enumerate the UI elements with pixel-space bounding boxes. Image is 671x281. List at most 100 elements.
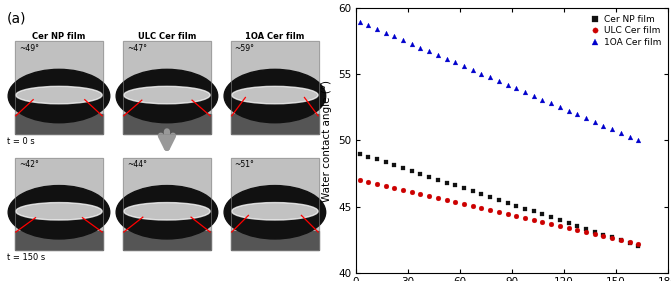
Ellipse shape — [123, 203, 210, 220]
Cer NP film — [486, 195, 494, 199]
ULC Cer film — [356, 178, 364, 182]
1OA Cer film — [625, 135, 633, 139]
ULC Cer film — [582, 230, 590, 233]
1OA Cer film — [469, 68, 477, 72]
Text: ULC Cer film: ULC Cer film — [138, 32, 196, 41]
1OA Cer film — [452, 61, 460, 64]
Ellipse shape — [231, 86, 318, 104]
Bar — [231, 42, 319, 114]
Bar — [231, 42, 319, 134]
1OA Cer film — [443, 57, 451, 60]
ULC Cer film — [625, 240, 633, 243]
Ellipse shape — [116, 69, 217, 123]
Bar — [231, 231, 319, 250]
ULC Cer film — [599, 234, 607, 237]
1OA Cer film — [460, 65, 468, 68]
1OA Cer film — [608, 128, 616, 131]
ULC Cer film — [590, 232, 599, 235]
1OA Cer film — [425, 50, 433, 53]
ULC Cer film — [434, 196, 442, 200]
ULC Cer film — [556, 224, 564, 227]
Text: (a): (a) — [7, 11, 26, 25]
1OA Cer film — [521, 90, 529, 94]
1OA Cer film — [582, 117, 590, 120]
Y-axis label: Water contact angle (°): Water contact angle (°) — [322, 80, 332, 201]
1OA Cer film — [495, 79, 503, 83]
1OA Cer film — [364, 24, 372, 27]
ULC Cer film — [538, 220, 546, 223]
Text: 1OA Cer film: 1OA Cer film — [245, 32, 305, 41]
1OA Cer film — [634, 139, 642, 142]
Ellipse shape — [16, 203, 102, 220]
1OA Cer film — [529, 94, 537, 98]
ULC Cer film — [391, 186, 399, 190]
ULC Cer film — [564, 226, 572, 229]
ULC Cer film — [486, 208, 494, 212]
1OA Cer film — [573, 113, 581, 116]
Text: ~44°: ~44° — [127, 160, 147, 169]
Text: t = 0 s: t = 0 s — [7, 137, 34, 146]
1OA Cer film — [391, 35, 399, 38]
Text: ~42°: ~42° — [19, 160, 39, 169]
ULC Cer film — [512, 214, 520, 217]
1OA Cer film — [434, 53, 442, 57]
1OA Cer film — [547, 102, 555, 105]
ULC Cer film — [503, 212, 511, 216]
Bar — [231, 158, 319, 250]
Bar — [15, 42, 103, 114]
ULC Cer film — [469, 204, 477, 208]
ULC Cer film — [417, 192, 425, 196]
Cer NP film — [529, 210, 537, 213]
ULC Cer film — [547, 222, 555, 225]
Cer NP film — [495, 198, 503, 201]
Line: 1OA Cer film: 1OA Cer film — [357, 19, 641, 143]
ULC Cer film — [634, 242, 642, 245]
ULC Cer film — [382, 184, 390, 188]
Bar — [15, 158, 103, 250]
Cer NP film — [417, 172, 425, 176]
ULC Cer film — [399, 188, 407, 192]
Text: t = 150 s: t = 150 s — [7, 253, 45, 262]
Cer NP film — [521, 207, 529, 210]
Cer NP film — [452, 184, 460, 187]
ULC Cer film — [573, 228, 581, 231]
Line: Cer NP film: Cer NP film — [357, 151, 641, 249]
Cer NP film — [364, 155, 372, 158]
Text: ~49°: ~49° — [19, 44, 39, 53]
Bar — [231, 114, 319, 134]
Bar — [15, 231, 103, 250]
1OA Cer film — [538, 98, 546, 101]
1OA Cer film — [417, 46, 425, 49]
1OA Cer film — [503, 83, 511, 87]
Cer NP film — [599, 233, 607, 236]
Text: Cer NP film: Cer NP film — [32, 32, 86, 41]
Cer NP film — [503, 201, 511, 205]
Cer NP film — [478, 192, 486, 196]
1OA Cer film — [512, 87, 520, 90]
Ellipse shape — [8, 185, 110, 239]
1OA Cer film — [408, 42, 416, 46]
1OA Cer film — [399, 38, 407, 42]
Cer NP film — [356, 152, 364, 155]
Bar — [123, 42, 211, 134]
Cer NP film — [590, 230, 599, 234]
Cer NP film — [617, 239, 625, 242]
1OA Cer film — [617, 132, 625, 135]
Cer NP film — [382, 161, 390, 164]
Cer NP film — [391, 164, 399, 167]
Cer NP film — [556, 218, 564, 222]
Cer NP film — [564, 221, 572, 225]
Cer NP film — [512, 204, 520, 207]
1OA Cer film — [564, 109, 572, 112]
Cer NP film — [538, 213, 546, 216]
1OA Cer film — [382, 31, 390, 35]
Bar — [15, 158, 103, 231]
1OA Cer film — [373, 27, 381, 31]
ULC Cer film — [460, 202, 468, 206]
Ellipse shape — [231, 203, 318, 220]
Legend: Cer NP film, ULC Cer film, 1OA Cer film: Cer NP film, ULC Cer film, 1OA Cer film — [588, 13, 663, 49]
Bar — [15, 114, 103, 134]
Ellipse shape — [8, 69, 110, 123]
ULC Cer film — [521, 216, 529, 219]
ULC Cer film — [408, 190, 416, 194]
